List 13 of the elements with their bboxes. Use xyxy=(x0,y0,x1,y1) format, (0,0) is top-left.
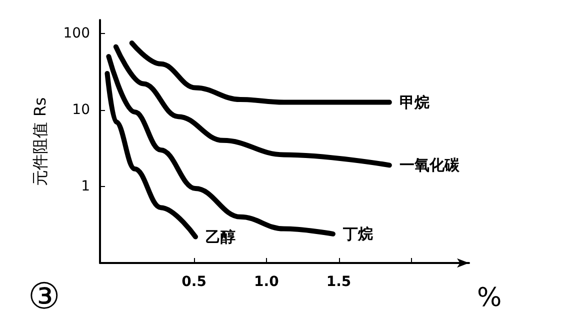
y-tick-label: 1 xyxy=(81,178,90,194)
x-tick-label: 0.5 xyxy=(182,274,206,290)
y-axis-title: 元件阻值 Rs xyxy=(30,97,50,186)
series-label: 乙醇 xyxy=(206,228,236,246)
x-tick-label: 1.5 xyxy=(326,274,352,290)
y-tick-label: 100 xyxy=(63,25,90,42)
y-tick-label: 10 xyxy=(72,102,90,118)
series-label: 一氧化碳 xyxy=(399,156,460,174)
series-label: 甲烷 xyxy=(399,93,430,112)
text: ③ xyxy=(28,276,60,318)
x-tick-label: 1.0 xyxy=(254,274,280,290)
series-label: 丁烷 xyxy=(342,224,373,243)
x-axis-title: % xyxy=(477,283,502,313)
